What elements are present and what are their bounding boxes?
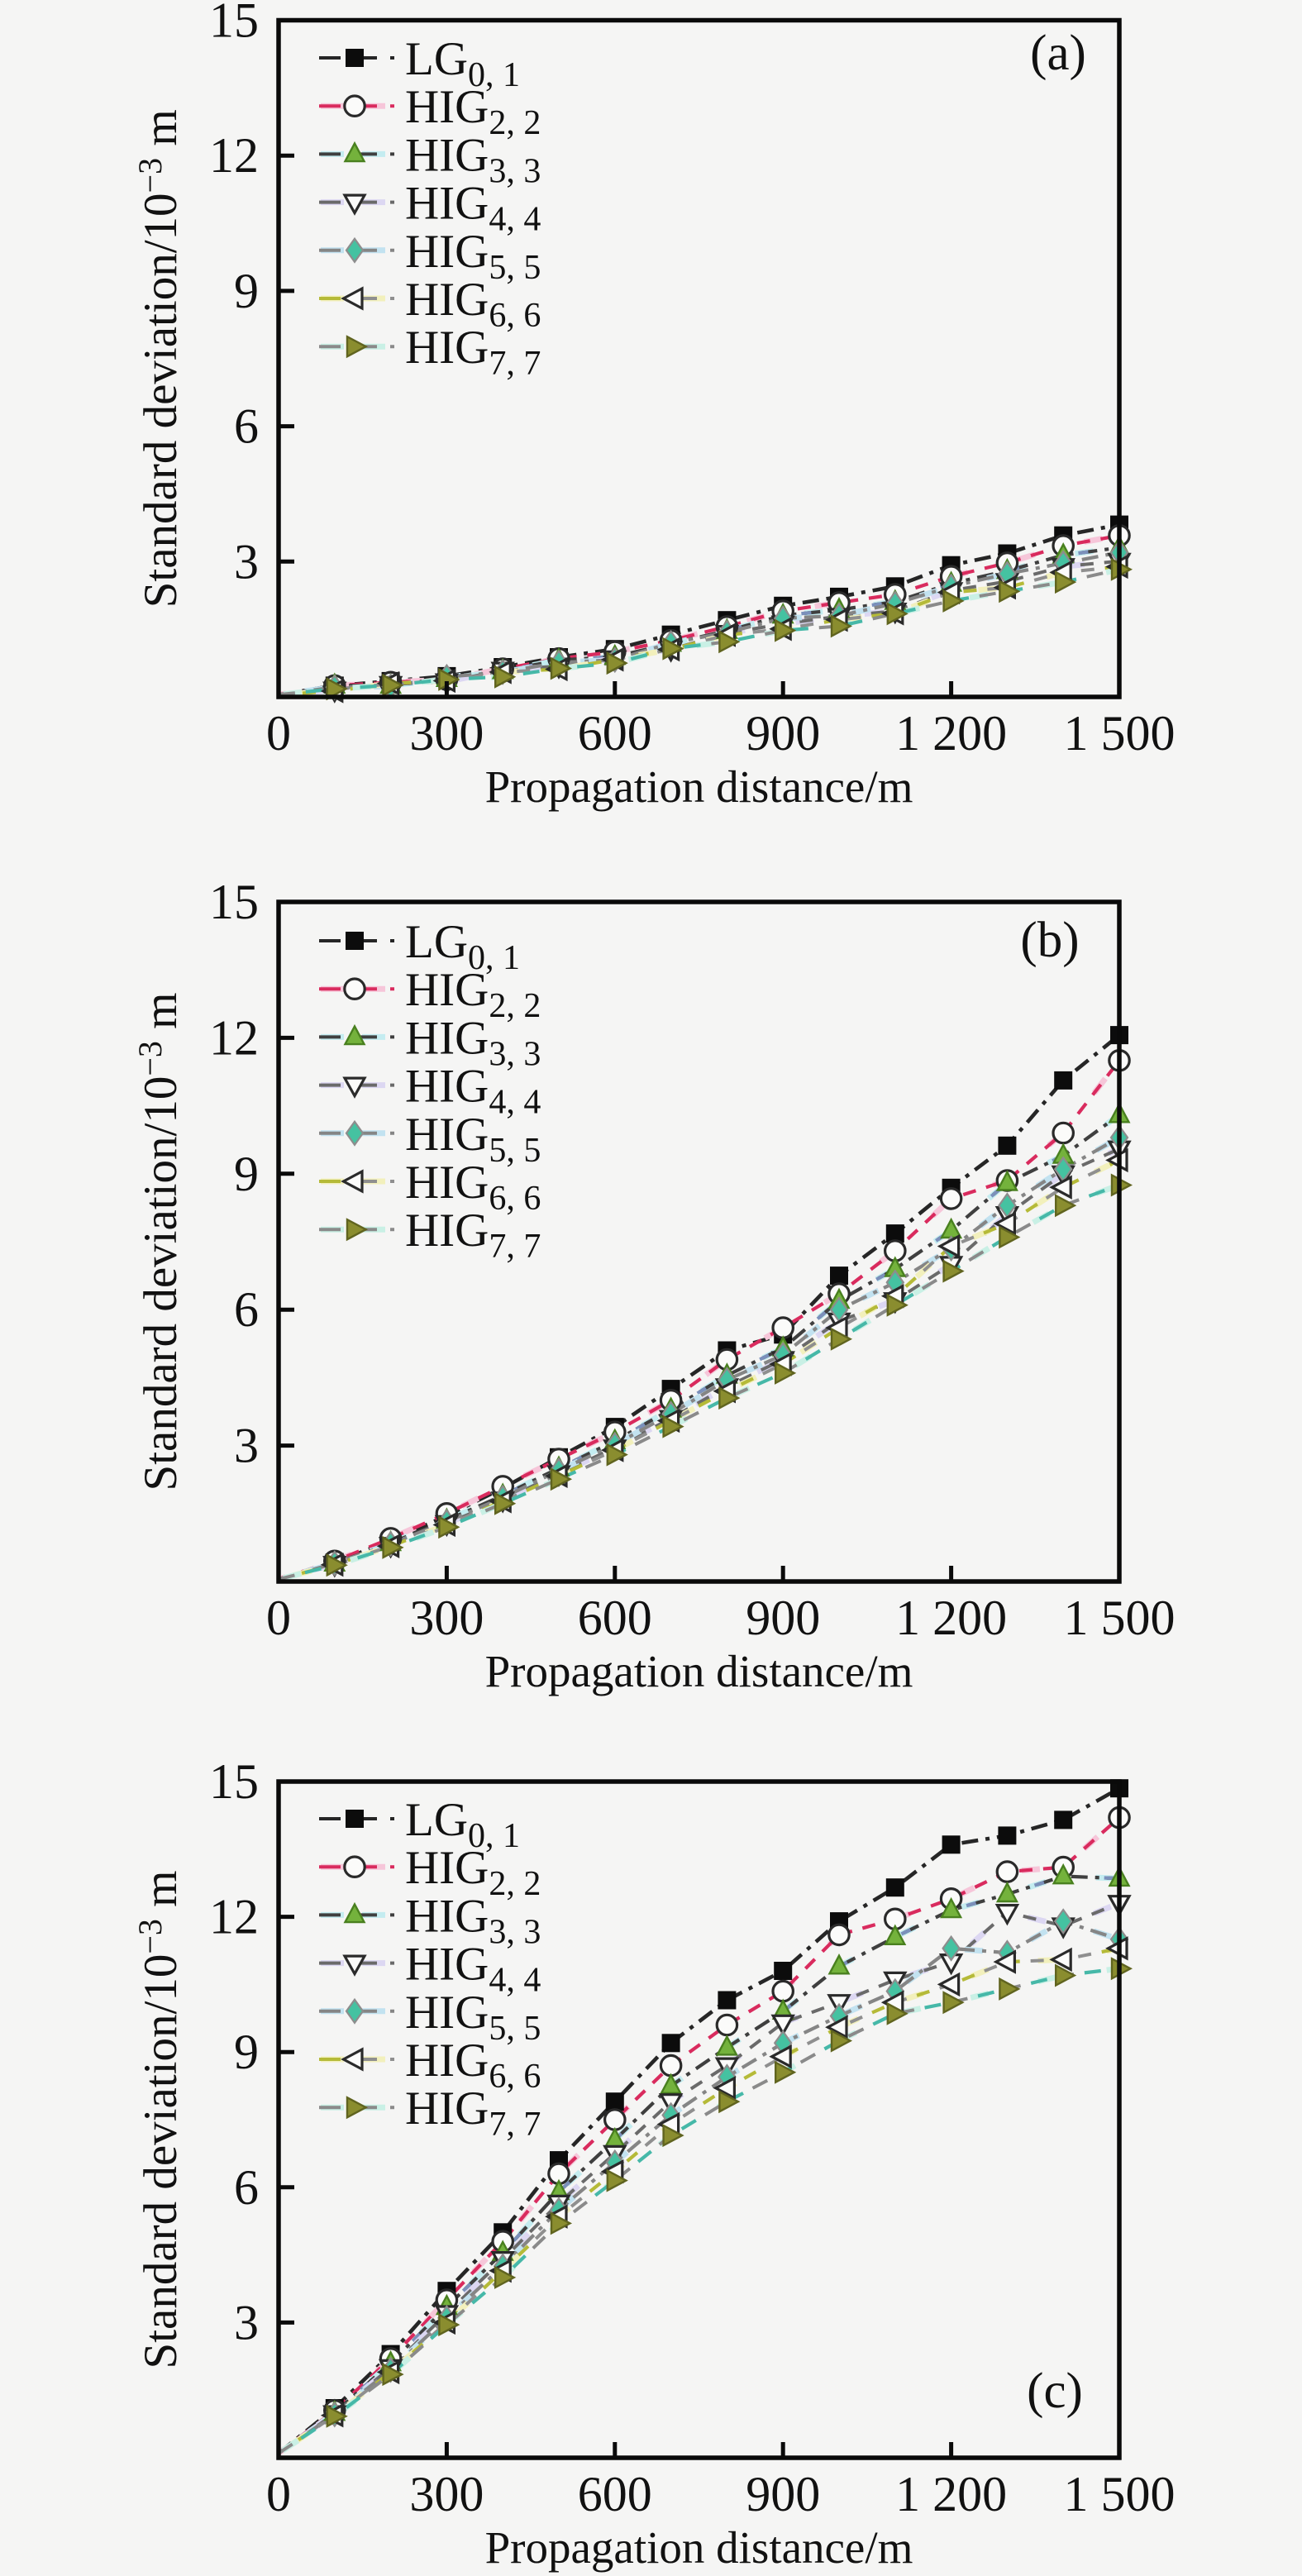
- svg-text:9: 9: [234, 2025, 259, 2079]
- svg-text:HIG3, 3: HIG3, 3: [405, 129, 541, 190]
- svg-text:3: 3: [234, 2295, 259, 2349]
- svg-text:HIG6, 6: HIG6, 6: [405, 274, 541, 335]
- svg-text:(a): (a): [1030, 26, 1086, 81]
- svg-text:HIG2, 2: HIG2, 2: [405, 1842, 541, 1903]
- svg-text:6: 6: [234, 2160, 259, 2215]
- svg-text:3: 3: [234, 1419, 259, 1473]
- svg-text:1 500: 1 500: [1064, 2467, 1176, 2521]
- svg-text:0: 0: [266, 1591, 291, 1645]
- svg-text:HIG7, 7: HIG7, 7: [405, 322, 541, 383]
- svg-text:Standard deviation/10−3 m: Standard deviation/10−3 m: [131, 1871, 187, 2369]
- svg-text:Propagation distance/m: Propagation distance/m: [485, 1646, 913, 1696]
- svg-text:HIG2, 2: HIG2, 2: [405, 81, 541, 142]
- svg-text:3: 3: [234, 534, 259, 589]
- svg-text:6: 6: [234, 1282, 259, 1337]
- svg-text:300: 300: [409, 2467, 484, 2521]
- svg-text:1 200: 1 200: [895, 1591, 1007, 1645]
- svg-text:Propagation distance/m: Propagation distance/m: [485, 761, 913, 812]
- svg-text:0: 0: [266, 2467, 291, 2521]
- svg-text:(b): (b): [1020, 913, 1079, 968]
- svg-text:12: 12: [209, 1010, 259, 1065]
- svg-text:12: 12: [209, 128, 259, 183]
- svg-text:15: 15: [209, 875, 259, 929]
- svg-text:HIG7, 7: HIG7, 7: [405, 2082, 541, 2144]
- svg-text:1 500: 1 500: [1064, 706, 1176, 761]
- svg-text:600: 600: [578, 706, 652, 761]
- svg-text:9: 9: [234, 264, 259, 318]
- svg-text:9: 9: [234, 1147, 259, 1201]
- svg-text:600: 600: [578, 1591, 652, 1645]
- svg-text:6: 6: [234, 399, 259, 454]
- svg-text:(c): (c): [1027, 2364, 1083, 2419]
- svg-text:900: 900: [746, 1591, 820, 1645]
- svg-text:0: 0: [266, 706, 291, 761]
- svg-text:300: 300: [409, 706, 484, 761]
- svg-text:Propagation distance/m: Propagation distance/m: [485, 2522, 913, 2573]
- svg-text:15: 15: [209, 1754, 259, 1809]
- svg-text:15: 15: [209, 0, 259, 48]
- svg-text:1 200: 1 200: [895, 706, 1007, 761]
- svg-text:1 200: 1 200: [895, 2467, 1007, 2521]
- svg-text:900: 900: [746, 706, 820, 761]
- svg-text:HIG6, 6: HIG6, 6: [405, 1157, 541, 1218]
- svg-text:900: 900: [746, 2467, 820, 2521]
- svg-text:Standard deviation/10−3 m: Standard deviation/10−3 m: [131, 109, 187, 608]
- svg-text:1 500: 1 500: [1064, 1591, 1176, 1645]
- svg-text:300: 300: [409, 1591, 484, 1645]
- svg-text:12: 12: [209, 1890, 259, 1944]
- svg-text:600: 600: [578, 2467, 652, 2521]
